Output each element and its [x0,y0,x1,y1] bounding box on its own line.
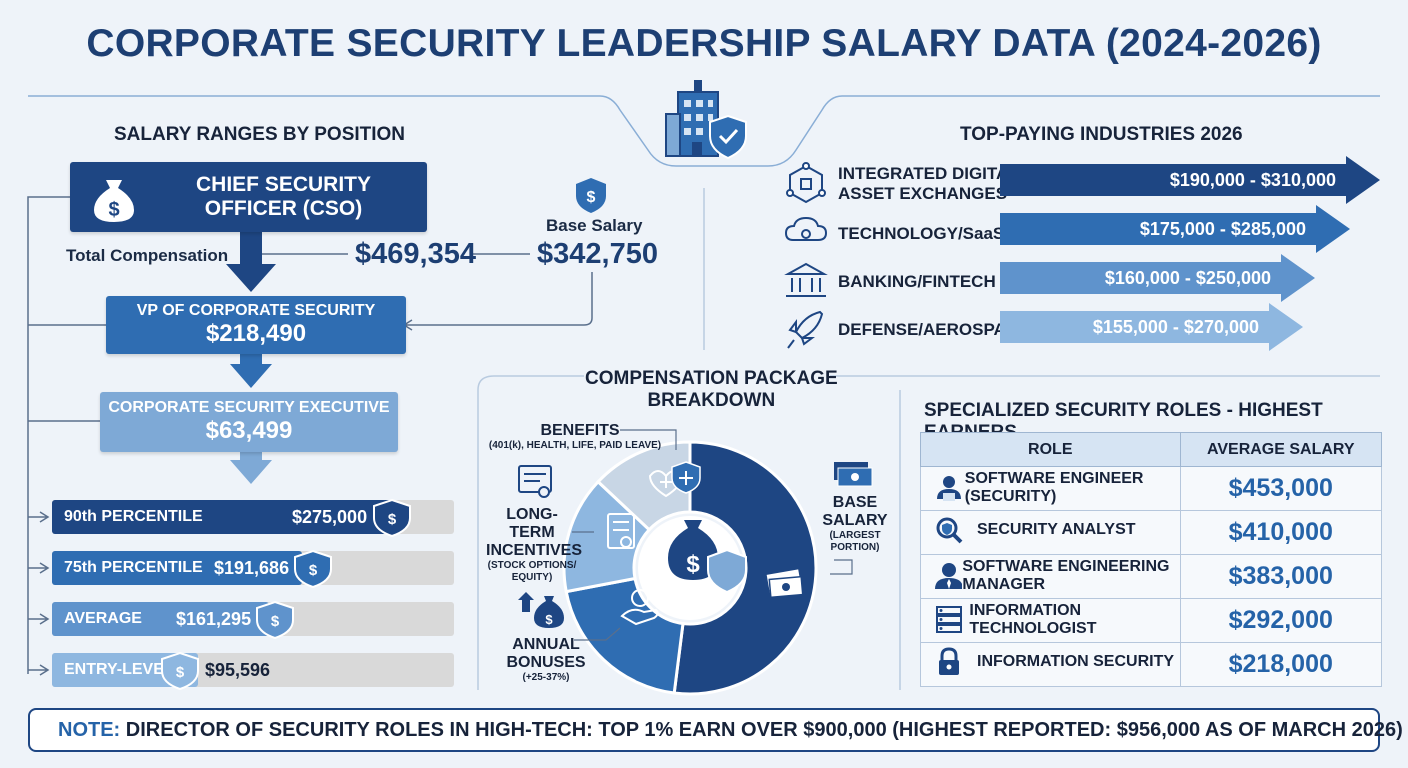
industry-arrows: $190,000 - $310,000 $175,000 - $285,000 $1… [1000,156,1380,351]
cso-label-line1: CHIEF SECURITY [195,173,371,196]
percentile-value: $95,596 [205,660,271,680]
table-row: SOFTWARE ENGINEER (SECURITY) $453,000 [920,466,1383,511]
server-icon [936,605,962,633]
total-comp-value: $469,354 [355,238,476,270]
role-cell: SOFTWARE ENGINEER (SECURITY) [920,466,1181,511]
percentile-label: ENTRY-LEVEL [64,661,174,678]
percentile-label: 90th PERCENTILE [64,508,203,525]
table-row: INFORMATION TECHNOLOGIST $292,000 [920,598,1383,643]
industry-arrow [1000,303,1303,351]
page-title: CORPORATE SECURITY LEADERSHIP SALARY DAT… [86,22,1322,65]
vp-box: VP OF CORPORATE SECURITY $218,490 [106,296,406,354]
industry-range: $175,000 - $285,000 [1140,219,1306,239]
roles-table: ROLE AVERAGE SALARY SOFTWARE ENGINEER (S… [920,432,1383,687]
percentile-label: 75th PERCENTILE [64,559,203,576]
total-comp-label: Total Compensation [66,246,229,265]
cso-label-line2: OFFICER (CSO) [204,197,363,220]
donut-slice-benefits [596,440,692,532]
percentile-value: $161,295 [176,609,252,629]
svg-text:$: $ [587,189,596,206]
base-salary-value: $342,750 [537,238,658,270]
magnifier-shield-icon [936,517,963,544]
building-shield-icon [665,80,747,160]
positions-title: SALARY RANGES BY POSITION [114,124,406,145]
percentile-value: $275,000 [292,507,368,527]
industry-range: $190,000 - $310,000 [1170,170,1336,190]
role-cell: SOFTWARE ENGINEERING MANAGER [920,554,1181,599]
vp-label: VP OF CORPORATE SECURITY [136,302,376,319]
industry-arrow [1000,156,1380,204]
lock-icon [939,647,959,675]
industry-range: $155,000 - $270,000 [1093,317,1259,337]
salary-cell: $292,000 [1179,598,1383,643]
salary-cell: $218,000 [1179,642,1383,687]
table-row: SECURITY ANALYST $410,000 [920,510,1383,555]
industry-arrow [1000,254,1315,302]
bonus-label-group: ANNUAL BONUSES (+25-37%) [506,636,586,683]
benefits-label: BENEFITS [540,422,620,439]
percentile-value: $191,686 [214,558,290,578]
table-row: INFORMATION SECURITY $218,000 [920,642,1383,687]
percentile-bar-90: 90th PERCENTILE [52,500,392,534]
note-text: NOTE: DIRECTOR OF SECURITY ROLES IN HIGH… [58,718,1403,741]
rocket-icon [787,310,824,349]
col-salary-header: AVERAGE SALARY [1179,432,1383,467]
bank-icon [784,262,828,297]
money-bag-icon: $ [94,180,134,222]
cloud-gear-icon [784,216,828,241]
exec-value: $63,499 [205,417,293,444]
donut-center [638,516,742,620]
industry-label: INTEGRATED DIGITAL ASSET EXCHANGES [838,164,1019,203]
table-row: SOFTWARE ENGINEERING MANAGER $383,000 [920,554,1383,599]
svg-text:$: $ [108,199,119,221]
role-cell: INFORMATION TECHNOLOGIST [920,598,1181,643]
percentile-bar-75: 75th PERCENTILE [52,551,302,585]
cso-box: CHIEF SECURITY OFFICER (CSO) [70,162,427,232]
percentile-label: AVERAGE [64,610,142,627]
note-bar: NOTE: DIRECTOR OF SECURITY ROLES IN HIGH… [28,708,1403,752]
benefits-sub: (401(k), HEALTH, LIFE, PAID LEAVE) [488,440,662,451]
col-role-header: ROLE [920,432,1181,467]
vp-value: $218,490 [205,320,307,347]
base-label-group: BASE SALARY (LARGEST PORTION) [822,494,888,553]
salary-cell: $383,000 [1179,554,1383,599]
role-cell: INFORMATION SECURITY [920,642,1181,687]
benefits-label-group: BENEFITS [540,422,620,440]
industry-label: TECHNOLOGY/SaaS [838,224,1005,243]
donut-slice-annual-bonuses [564,576,685,695]
developer-icon [937,475,961,501]
role-cell: SECURITY ANALYST [920,510,1181,555]
shield-dollar-icon: $ [576,178,606,213]
manager-icon [935,562,963,589]
lti-label-group: LONG-TERM INCENTIVES (STOCK OPTIONS/ EQU… [486,506,583,583]
industry-label: DEFENSE/AEROSPACE [838,320,1030,339]
salary-cell: $453,000 [1179,466,1383,511]
base-salary-label: Base Salary [546,216,643,235]
salary-cell: $410,000 [1179,510,1383,555]
compensation-donut [562,440,818,696]
compensation-title: COMPENSATION PACKAGE BREAKDOWN [585,368,838,411]
percentile-bar-average: AVERAGE [52,602,269,636]
industry-label: BANKING/FINTECH [838,272,996,291]
exec-box: CORPORATE SECURITY EXECUTIVE $63,499 [100,392,398,452]
blockchain-icon [786,162,826,204]
industries-title: TOP-PAYING INDUSTRIES 2026 [960,124,1243,145]
exec-label: CORPORATE SECURITY EXECUTIVE [108,399,390,416]
industry-arrow [1000,205,1350,253]
industry-range: $160,000 - $250,000 [1105,268,1271,288]
